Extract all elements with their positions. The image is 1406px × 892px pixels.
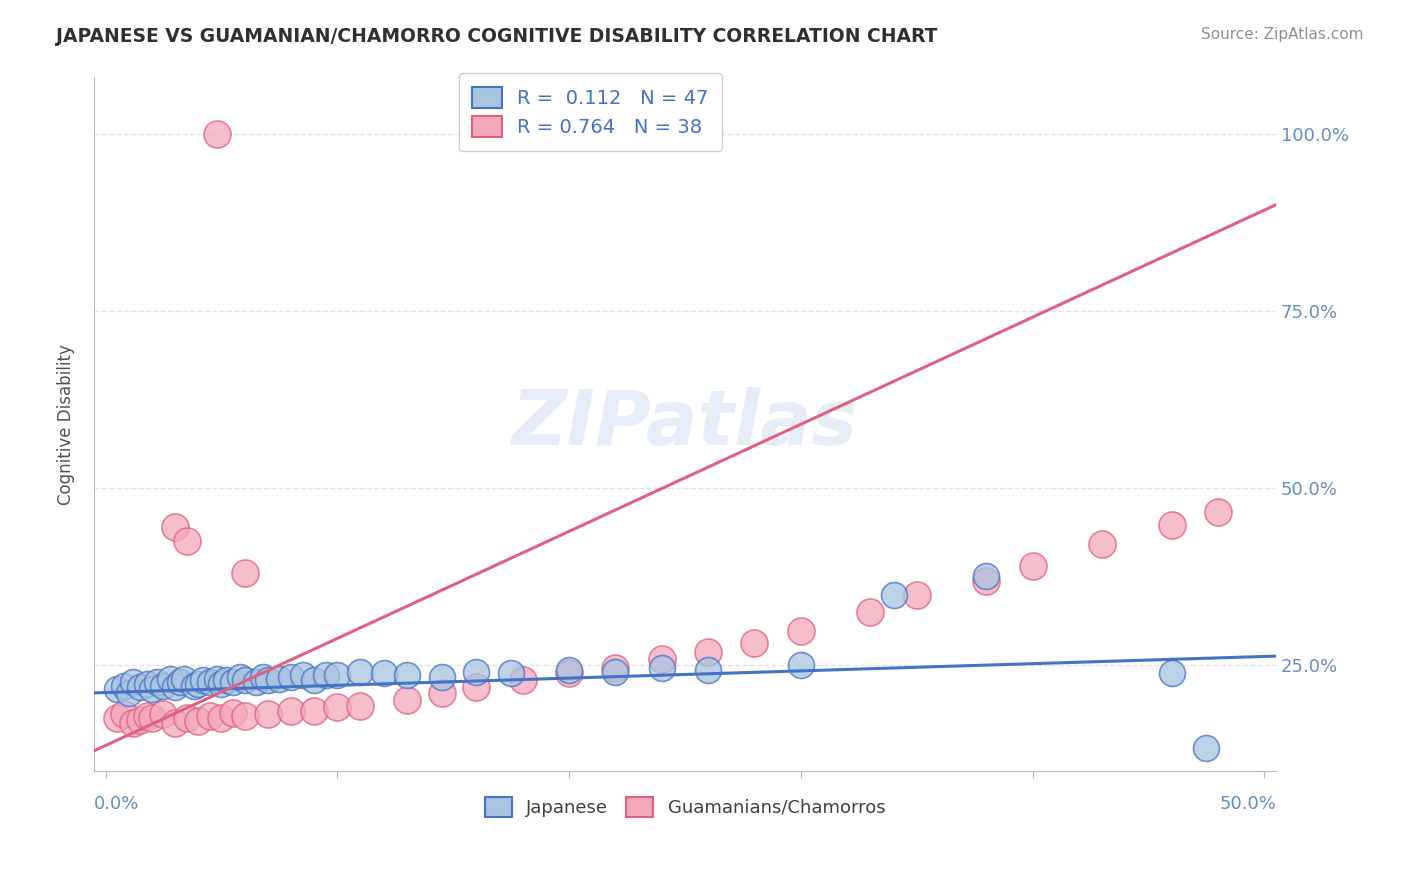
Point xyxy=(465,665,488,679)
Point xyxy=(183,679,205,693)
Point xyxy=(129,680,152,694)
Point xyxy=(744,636,766,650)
Point xyxy=(112,679,135,693)
Point xyxy=(145,675,167,690)
Point xyxy=(136,677,159,691)
Point xyxy=(558,663,581,677)
Point xyxy=(205,127,228,141)
Text: 50.0%: 50.0% xyxy=(1219,795,1277,813)
Point xyxy=(790,624,813,638)
Text: Source: ZipAtlas.com: Source: ZipAtlas.com xyxy=(1201,27,1364,42)
Point xyxy=(187,677,209,691)
Text: JAPANESE VS GUAMANIAN/CHAMORRO COGNITIVE DISABILITY CORRELATION CHART: JAPANESE VS GUAMANIAN/CHAMORRO COGNITIVE… xyxy=(56,27,938,45)
Point xyxy=(245,675,267,690)
Point xyxy=(291,668,314,682)
Point xyxy=(105,711,128,725)
Point xyxy=(1195,741,1218,756)
Point xyxy=(697,645,720,659)
Point xyxy=(1091,537,1114,551)
Point xyxy=(122,675,145,690)
Point xyxy=(974,574,997,588)
Point xyxy=(651,661,673,675)
Point xyxy=(349,698,371,713)
Point xyxy=(501,666,523,681)
Point xyxy=(205,672,228,686)
Point xyxy=(141,682,163,697)
Point xyxy=(349,665,371,679)
Point xyxy=(112,707,135,722)
Point xyxy=(152,679,174,693)
Point xyxy=(141,711,163,725)
Point xyxy=(302,704,325,718)
Point xyxy=(118,686,141,700)
Point xyxy=(256,673,278,687)
Text: ZIPatlas: ZIPatlas xyxy=(512,387,858,461)
Point xyxy=(326,700,349,714)
Point xyxy=(229,670,252,684)
Point xyxy=(558,666,581,681)
Point xyxy=(280,670,302,684)
Point xyxy=(302,673,325,687)
Point xyxy=(233,673,256,687)
Point xyxy=(198,675,221,690)
Point xyxy=(173,672,195,686)
Point xyxy=(430,670,453,684)
Point xyxy=(215,673,238,687)
Point xyxy=(233,566,256,580)
Point xyxy=(256,707,278,722)
Point xyxy=(209,711,232,725)
Point xyxy=(326,668,349,682)
Point xyxy=(1160,517,1182,532)
Point xyxy=(191,673,214,687)
Point xyxy=(605,665,627,679)
Point xyxy=(395,693,418,707)
Point xyxy=(1021,558,1043,573)
Point xyxy=(905,588,928,602)
Point xyxy=(430,686,453,700)
Point xyxy=(395,668,418,682)
Point xyxy=(129,713,152,727)
Point xyxy=(1160,666,1182,681)
Point xyxy=(165,519,187,533)
Legend: Japanese, Guamanians/Chamorros: Japanese, Guamanians/Chamorros xyxy=(478,789,893,824)
Point xyxy=(790,657,813,672)
Y-axis label: Cognitive Disability: Cognitive Disability xyxy=(58,343,75,505)
Point xyxy=(373,666,395,681)
Point xyxy=(974,569,997,583)
Point xyxy=(605,661,627,675)
Point xyxy=(512,673,534,687)
Point xyxy=(105,682,128,697)
Point xyxy=(165,715,187,730)
Point xyxy=(198,708,221,723)
Point xyxy=(252,670,274,684)
Point xyxy=(280,704,302,718)
Point xyxy=(152,707,174,722)
Point xyxy=(187,714,209,728)
Point xyxy=(165,680,187,694)
Point xyxy=(176,711,198,725)
Point xyxy=(697,663,720,677)
Point xyxy=(222,706,245,720)
Point xyxy=(269,672,291,686)
Point xyxy=(859,605,882,619)
Point xyxy=(136,708,159,723)
Point xyxy=(176,533,198,548)
Point xyxy=(169,675,191,690)
Point xyxy=(883,588,905,602)
Text: 0.0%: 0.0% xyxy=(94,795,139,813)
Point xyxy=(1206,506,1229,520)
Point xyxy=(209,677,232,691)
Point xyxy=(222,675,245,690)
Point xyxy=(315,668,337,682)
Point xyxy=(233,708,256,723)
Point xyxy=(465,680,488,694)
Point xyxy=(651,652,673,666)
Point xyxy=(159,672,181,686)
Point xyxy=(122,715,145,730)
